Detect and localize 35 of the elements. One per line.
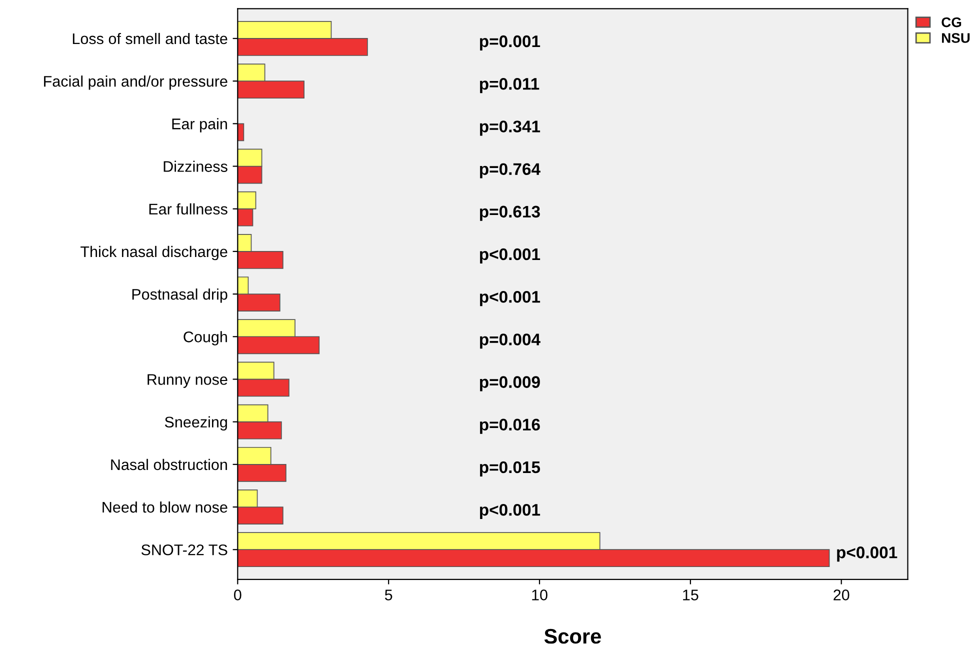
legend-label: CG xyxy=(942,17,962,28)
annotation: p=0.001 xyxy=(480,35,540,50)
y-tick-label: Thick nasal discharge xyxy=(80,246,228,260)
bar xyxy=(238,123,244,142)
x-tick-label: 15 xyxy=(683,590,698,600)
annotation: p<0.001 xyxy=(837,546,898,562)
annotation: p=0.004 xyxy=(480,334,540,349)
x-axis-title: Score xyxy=(544,628,601,644)
y-tick-label: Sneezing xyxy=(164,416,227,431)
annotation: p=0.011 xyxy=(480,78,540,94)
annotation: p=0.613 xyxy=(480,206,540,221)
y-tick-label: SNOT-22 TS xyxy=(141,544,228,556)
x-tick-label: 0 xyxy=(234,590,242,600)
annotation: p=0.016 xyxy=(480,418,540,434)
x-tick-label: 10 xyxy=(532,590,548,600)
annotation: p=0.009 xyxy=(480,376,540,392)
annotation: p<0.001 xyxy=(480,248,540,264)
y-tick-label: Dizziness xyxy=(164,160,228,172)
y-tick-label: Ear fullness xyxy=(149,203,228,215)
annotation: p<0.001 xyxy=(480,290,540,306)
y-tick-label: Postnasal drip xyxy=(132,288,228,303)
y-tick-label: Nasal obstruction xyxy=(111,458,227,470)
x-tick-label: 20 xyxy=(834,590,850,600)
x-tick-label: 5 xyxy=(384,590,392,600)
y-tick-label: Facial pain and/or pressure xyxy=(44,76,228,90)
y-tick-label: Runny nose xyxy=(148,374,228,388)
annotation: p=0.341 xyxy=(480,120,540,136)
y-tick-label: Cough xyxy=(184,331,227,346)
y-tick-label: Need to blow nose xyxy=(102,501,228,513)
legend-label: NSU xyxy=(942,33,970,43)
annotation: p=0.015 xyxy=(480,461,540,476)
annotation: p<0.001 xyxy=(480,504,540,520)
annotation: p=0.764 xyxy=(480,163,540,178)
y-tick-label: Ear pain xyxy=(172,118,227,132)
y-tick-label: Loss of smell and taste xyxy=(72,32,228,44)
